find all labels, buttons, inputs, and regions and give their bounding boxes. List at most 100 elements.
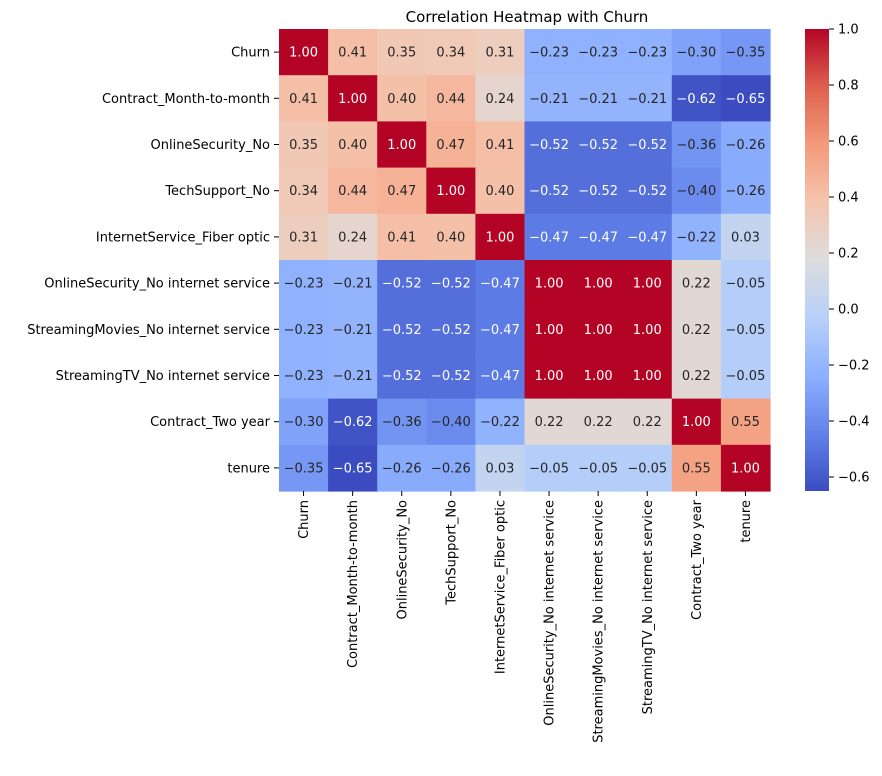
- cell-value-label: −0.52: [382, 323, 422, 338]
- cell-value-label: −0.26: [382, 461, 422, 476]
- heatmap-cell: [279, 75, 329, 122]
- cell-value-label: 1.00: [436, 184, 465, 199]
- y-tick-label: Contract_Two year: [150, 415, 271, 430]
- heatmap-cell: [622, 306, 673, 353]
- cell-value-label: −0.52: [578, 138, 618, 153]
- cell-value-label: −0.30: [676, 46, 716, 61]
- cell-value-label: 0.22: [682, 323, 711, 338]
- heatmap-cell: [377, 213, 427, 261]
- heatmap-cell: [720, 167, 771, 215]
- cell-value-label: 1.00: [633, 369, 662, 384]
- cell-value-label: −0.21: [529, 92, 569, 107]
- heatmap-cell: [328, 260, 378, 307]
- cell-value-label: −0.40: [676, 184, 716, 199]
- y-axis: Churn Contract_Month-to-month OnlineSecuri…: [27, 46, 279, 476]
- cell-value-label: 1.00: [584, 277, 613, 292]
- heatmap-cell: [475, 260, 526, 307]
- heatmap-cells: [279, 29, 771, 492]
- cell-value-label: −0.22: [676, 230, 716, 245]
- x-tick-label: InternetService_Fiber optic: [493, 500, 508, 674]
- heatmap-cell: [671, 121, 722, 169]
- heatmap-cell: [573, 352, 624, 400]
- heatmap-cell: [720, 29, 771, 76]
- heatmap-cell: [622, 352, 673, 400]
- cell-value-label: −0.23: [284, 323, 324, 338]
- heatmap-cell: [377, 444, 427, 492]
- cell-value-label: 0.44: [436, 92, 465, 107]
- cell-value-label: −0.47: [480, 369, 520, 384]
- heatmap-cell: [573, 444, 624, 492]
- cell-value-label: 0.35: [289, 138, 318, 153]
- heatmap-cell: [426, 213, 476, 261]
- cell-value-label: 1.00: [731, 461, 760, 476]
- heatmap-cell: [279, 167, 329, 215]
- cell-value-label: 0.22: [633, 415, 662, 430]
- x-tick-label: StreamingMovies_No internet service: [592, 500, 607, 743]
- cell-value-label: 0.47: [436, 138, 465, 153]
- cell-value-label: −0.05: [627, 461, 667, 476]
- heatmap-cell: [671, 398, 722, 446]
- cell-value-label: −0.21: [333, 369, 373, 384]
- cell-value-label: −0.21: [333, 277, 373, 292]
- cell-value-label: 0.03: [731, 230, 760, 245]
- heatmap-cell: [475, 75, 526, 122]
- cell-value-label: 0.24: [485, 92, 514, 107]
- heatmap-cell: [377, 121, 427, 169]
- cell-value-label: −0.36: [676, 138, 716, 153]
- colorbar-tick-label: 0.4: [838, 191, 859, 206]
- y-tick-label: Churn: [231, 46, 270, 61]
- heatmap-cell: [720, 213, 771, 261]
- heatmap-cell: [328, 444, 378, 492]
- cell-value-label: 0.40: [338, 138, 367, 153]
- heatmap-cell: [524, 260, 575, 307]
- heatmap-cell: [377, 398, 427, 446]
- y-tick-label: tenure: [227, 461, 270, 476]
- heatmap-cell: [622, 29, 673, 76]
- colorbar-tick-label: −0.4: [838, 415, 870, 430]
- y-tick-label: InternetService_Fiber optic: [96, 230, 270, 245]
- heatmap-cell: [622, 260, 673, 307]
- heatmap-cell: [475, 444, 526, 492]
- cell-value-label: 0.41: [338, 46, 367, 61]
- x-tick-label: TechSupport_No: [444, 500, 459, 606]
- cell-value-label: −0.52: [431, 277, 471, 292]
- heatmap-cell: [524, 75, 575, 122]
- heatmap-cell: [622, 121, 673, 169]
- cell-value-label: 0.35: [387, 46, 416, 61]
- cell-value-label: 0.44: [338, 184, 367, 199]
- cell-value-label: −0.52: [529, 138, 569, 153]
- heatmap-cell: [671, 29, 722, 76]
- heatmap-cell: [279, 29, 329, 76]
- heatmap-cell: [720, 306, 771, 353]
- cell-value-label: 0.55: [682, 461, 711, 476]
- heatmap-cell: [622, 167, 673, 215]
- cell-value-label: −0.05: [726, 323, 766, 338]
- heatmap-cell: [426, 398, 476, 446]
- heatmap-cell: [426, 29, 476, 76]
- colorbar-tick-label: 0.8: [838, 79, 859, 94]
- colorbar: 1.0 0.8 0.6 0.4 0.2 0.0 −0.2 −0.4 −0.6: [805, 23, 870, 491]
- heatmap-cell: [622, 213, 673, 261]
- cell-value-label: 1.00: [338, 92, 367, 107]
- cell-value-label: 1.00: [535, 323, 564, 338]
- heatmap-cell: [475, 121, 526, 169]
- cell-value-label: 1.00: [633, 277, 662, 292]
- cell-value-label: −0.05: [529, 461, 569, 476]
- cell-value-label: −0.65: [333, 461, 373, 476]
- cell-value-label: −0.35: [284, 461, 324, 476]
- cell-value-label: 0.47: [387, 184, 416, 199]
- x-tick-label: Contract_Month-to-month: [346, 500, 361, 668]
- heatmap-cell: [573, 167, 624, 215]
- cell-value-label: −0.23: [284, 277, 324, 292]
- x-axis: Churn Contract_Month-to-month OnlineSecuri…: [297, 491, 754, 743]
- cell-value-label: 0.40: [485, 184, 514, 199]
- cell-value-label: 0.22: [584, 415, 613, 430]
- colorbar-tick-label: 0.6: [838, 135, 859, 150]
- heatmap-cell: [524, 121, 575, 169]
- cell-value-label: −0.40: [431, 415, 471, 430]
- cell-annotations: 1.00 0.41 0.35 0.34 0.31 −0.23 −0.23 −0.23 −0.30…: [284, 46, 766, 477]
- heatmap-cell: [279, 306, 329, 353]
- heatmap-cell: [328, 167, 378, 215]
- x-tick-label: OnlineSecurity_No internet service: [543, 500, 558, 726]
